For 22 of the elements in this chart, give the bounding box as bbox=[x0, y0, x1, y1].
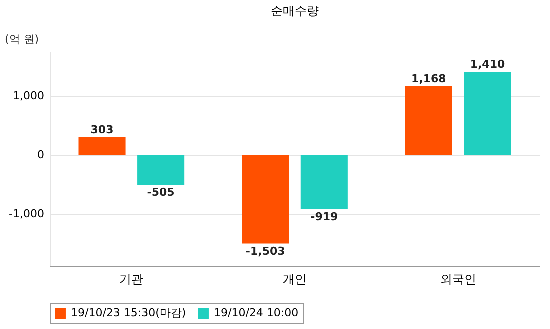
bar bbox=[300, 155, 348, 210]
data-label: -505 bbox=[147, 186, 175, 199]
legend-label: 19/10/23 15:30(마감) bbox=[71, 306, 186, 320]
bar bbox=[405, 86, 452, 156]
bar bbox=[78, 137, 126, 156]
legend-label: 19/10/24 10:00 bbox=[214, 306, 299, 320]
y-tick-label: -1,000 bbox=[9, 208, 44, 221]
chart-title: 순매수량 bbox=[271, 4, 319, 18]
x-tick-label: 기관 bbox=[120, 272, 144, 286]
y-axis-title: (억 원) bbox=[5, 33, 40, 46]
bar bbox=[242, 155, 290, 244]
data-label: 1,168 bbox=[412, 72, 446, 86]
x-tick-label: 외국인 bbox=[440, 272, 476, 286]
bar bbox=[138, 155, 185, 185]
data-label: 303 bbox=[90, 123, 114, 136]
bar bbox=[464, 72, 512, 156]
y-tick-label: 1,000 bbox=[13, 90, 44, 103]
x-tick-label: 개인 bbox=[283, 272, 307, 286]
data-label: -1,503 bbox=[246, 244, 286, 258]
data-label: 1,410 bbox=[470, 58, 506, 72]
data-label: -919 bbox=[310, 210, 338, 224]
y-tick-label: 0 bbox=[38, 148, 44, 162]
